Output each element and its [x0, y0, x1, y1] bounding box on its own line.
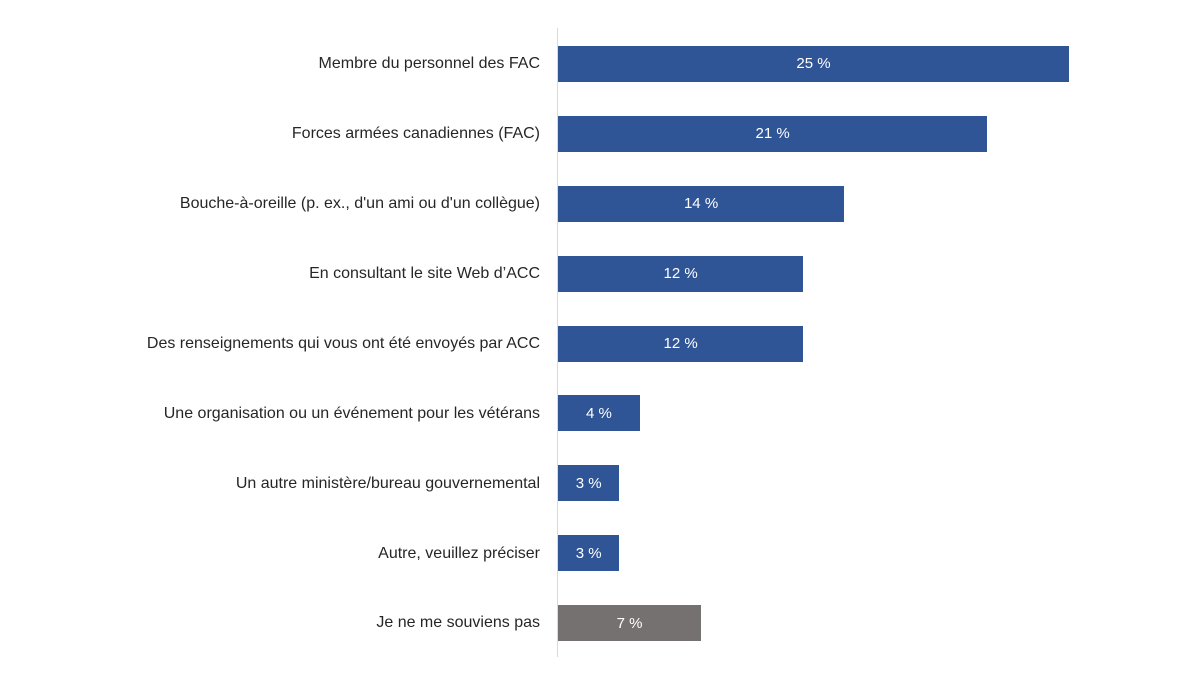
bar-track: 3 %	[558, 465, 1200, 502]
bar: 3 %	[558, 465, 620, 502]
bar-track: 3 %	[558, 535, 1200, 572]
category-label: En consultant le site Web d’ACC	[309, 265, 540, 283]
bar-track: 7 %	[558, 605, 1200, 642]
category-label: Autre, veuillez préciser	[378, 544, 540, 562]
chart-row: Des renseignements qui vous ont été envo…	[0, 309, 1200, 379]
value-label: 7 %	[616, 614, 643, 632]
value-label: 4 %	[585, 404, 612, 422]
value-label: 3 %	[575, 474, 602, 492]
category-label: Membre du personnel des FAC	[318, 55, 540, 73]
bar-track: 12 %	[558, 255, 1200, 292]
bar: 12 %	[558, 255, 804, 292]
value-label: 14 %	[683, 195, 719, 213]
chart-row: Je ne me souviens pas 7 %	[0, 588, 1200, 658]
value-label: 12 %	[663, 265, 698, 283]
chart-row: En consultant le site Web d’ACC 12 %	[0, 239, 1200, 309]
category-label: Un autre ministère/bureau gouvernemental	[235, 474, 540, 492]
bar-track: 25 %	[558, 45, 1200, 82]
chart-row: Un autre ministère/bureau gouvernemental…	[0, 448, 1200, 518]
category-label: Une organisation ou un événement pour le…	[163, 404, 540, 422]
bar-track: 14 %	[558, 185, 1200, 222]
category-label: Bouche-à-oreille (p. ex., d'un ami ou d'…	[179, 195, 540, 213]
category-label: Forces armées canadiennes (FAC)	[291, 125, 540, 143]
value-label: 25 %	[796, 55, 831, 73]
y-axis-line	[557, 28, 558, 657]
chart-row: Forces armées canadiennes (FAC) 21 %	[0, 99, 1200, 169]
category-label: Je ne me souviens pas	[376, 614, 540, 632]
bar: 12 %	[558, 325, 804, 362]
bar: 3 %	[558, 535, 620, 572]
chart-row: Membre du personnel des FAC 25 %	[0, 29, 1200, 99]
bar: 21 %	[558, 115, 988, 152]
bar: 7 %	[558, 605, 702, 642]
chart-row: Une organisation ou un événement pour le…	[0, 378, 1200, 448]
bar-track: 4 %	[558, 395, 1200, 432]
value-label: 3 %	[575, 544, 602, 562]
bar: 4 %	[558, 395, 640, 432]
bar: 14 %	[558, 185, 845, 222]
chart-row: Autre, veuillez préciser 3 %	[0, 518, 1200, 588]
bar-track: 12 %	[558, 325, 1200, 362]
bar-track: 21 %	[558, 115, 1200, 152]
value-label: 12 %	[663, 335, 698, 352]
chart-row: Bouche-à-oreille (p. ex., d'un ami ou d'…	[0, 169, 1200, 239]
value-label: 21 %	[755, 125, 790, 143]
chart-rows: Membre du personnel des FAC 25 % Forces ar…	[0, 29, 1200, 658]
bar: 25 %	[558, 45, 1069, 82]
category-label: Des renseignements qui vous ont été envo…	[146, 334, 540, 352]
